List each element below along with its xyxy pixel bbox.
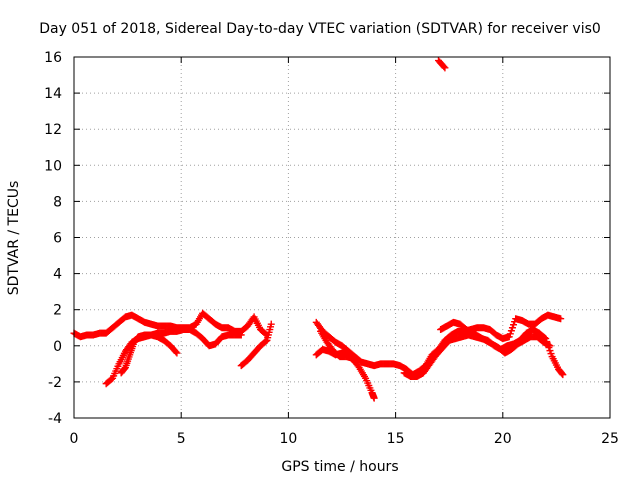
series-track-i xyxy=(437,318,554,357)
data-point xyxy=(267,320,275,328)
data-point xyxy=(237,331,245,339)
y-tick-label: -4 xyxy=(48,411,62,427)
series-track-j xyxy=(434,57,449,72)
grid xyxy=(74,57,610,418)
x-axis-label: GPS time / hours xyxy=(281,459,398,475)
data-point xyxy=(173,349,181,357)
y-tick-label: 16 xyxy=(44,50,62,66)
series-track-e xyxy=(312,311,565,379)
data-point xyxy=(546,342,554,350)
data-point xyxy=(350,357,358,365)
data-point xyxy=(558,370,566,378)
data-point xyxy=(557,315,565,323)
data-point xyxy=(370,394,378,402)
data-point xyxy=(262,337,270,345)
x-tick-label: 5 xyxy=(177,431,186,447)
x-tick-label: 20 xyxy=(494,431,512,447)
x-tick-label: 10 xyxy=(279,431,297,447)
y-tick-label: 0 xyxy=(53,339,62,355)
series-track-h xyxy=(400,326,567,380)
series-track-a xyxy=(70,309,271,341)
y-tick-label: 14 xyxy=(44,86,62,102)
data-point xyxy=(440,63,448,71)
series-track-b xyxy=(102,326,245,388)
series-track-c xyxy=(117,331,181,377)
chart-title: Day 051 of 2018, Sidereal Day-to-day VTE… xyxy=(39,21,601,37)
x-tick-label: 15 xyxy=(387,431,405,447)
y-axis-label: SDTVAR / TECUs xyxy=(6,181,22,296)
data-point xyxy=(351,358,359,366)
axis-ticks: 0 5 10 15 20 25 -4 -2 0 2 4 6 8 10 12 14 16 xyxy=(44,50,619,447)
y-tick-label: 12 xyxy=(44,122,62,138)
x-tick-label: 0 xyxy=(70,431,79,447)
data-point xyxy=(559,371,567,379)
data-point xyxy=(441,64,449,72)
series-track-g xyxy=(312,345,359,366)
y-tick-label: -2 xyxy=(48,375,62,391)
y-tick-label: 6 xyxy=(53,231,62,247)
data-points xyxy=(70,57,567,402)
y-tick-label: 4 xyxy=(53,267,62,283)
y-tick-label: 8 xyxy=(53,194,62,210)
y-tick-label: 2 xyxy=(53,303,62,319)
data-point xyxy=(172,348,180,356)
x-tick-label: 25 xyxy=(601,431,619,447)
y-tick-label: 10 xyxy=(44,158,62,174)
series-track-d xyxy=(237,320,275,370)
